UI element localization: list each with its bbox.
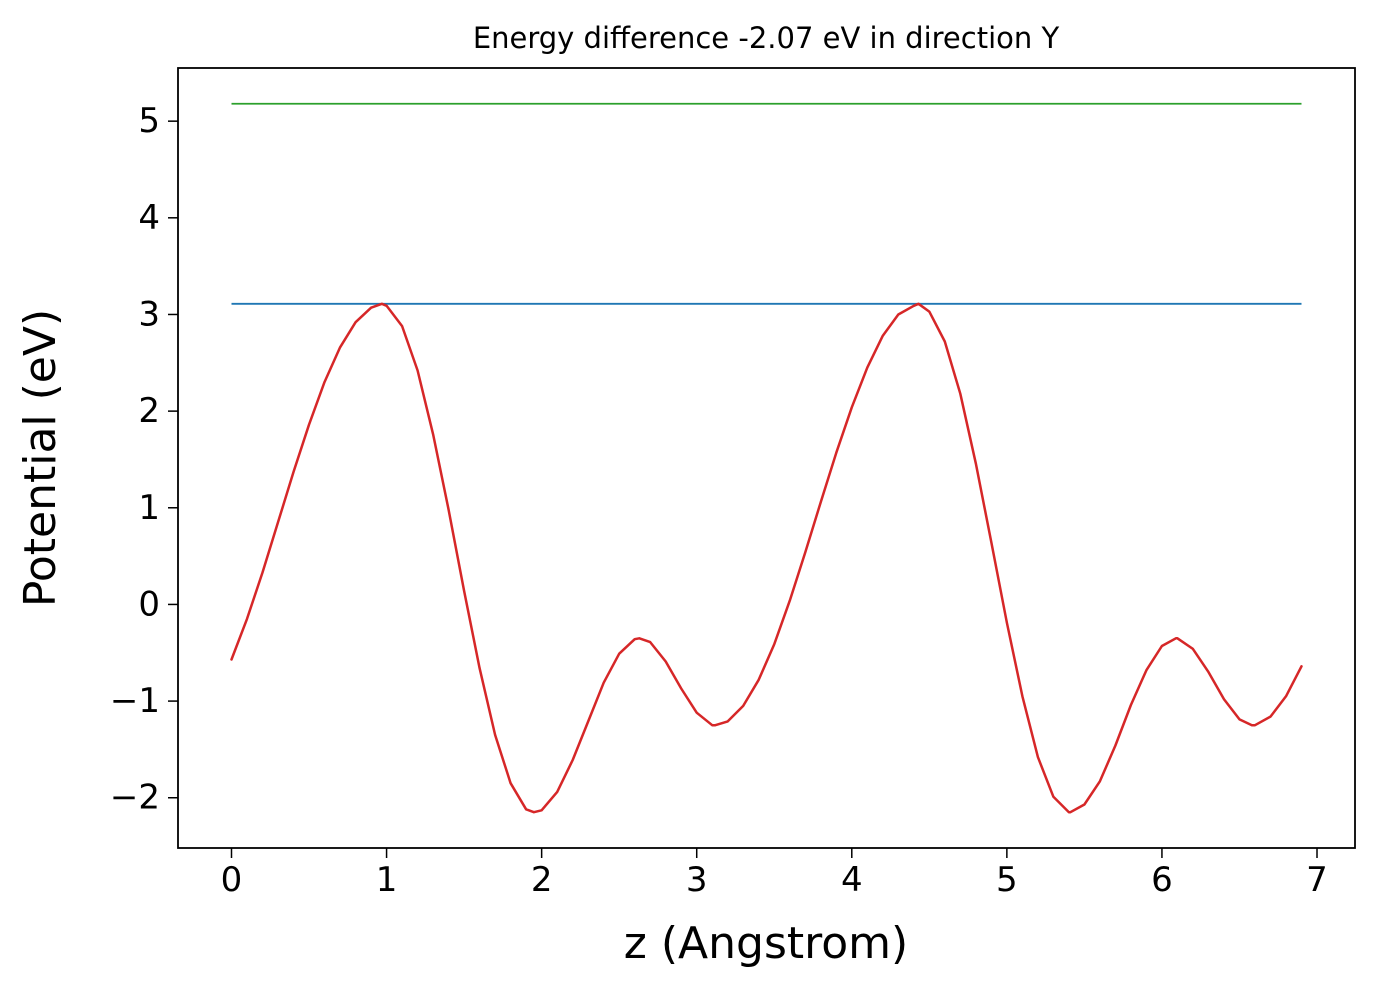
series-planar-averaged-potential [230, 302, 1303, 814]
x-tick-label: 2 [531, 860, 553, 900]
x-axis-label: z (Angstrom) [624, 918, 908, 969]
y-tick-label: 4 [138, 198, 160, 238]
chart-title: Energy difference -2.07 eV in direction … [473, 21, 1060, 55]
plot-border [177, 67, 1356, 849]
y-tick-label: 3 [138, 294, 160, 334]
x-tick-label: 1 [376, 860, 398, 900]
x-tick-label: 3 [686, 860, 708, 900]
y-tick-label: −1 [110, 681, 160, 721]
x-tick-label: 0 [221, 860, 243, 900]
y-axis-label: Potential (eV) [15, 309, 66, 607]
x-tick-label: 7 [1306, 860, 1328, 900]
series-layer [230, 102, 1303, 814]
axes-layer: 0 1 2 3 4 5 6 7 −2 −1 0 1 2 3 4 5 [110, 67, 1356, 900]
y-tick-label: 5 [138, 101, 160, 141]
x-tick-label: 5 [996, 860, 1018, 900]
x-tick-label: 4 [841, 860, 863, 900]
y-tick-label: −2 [110, 778, 160, 818]
y-tick-label: 2 [138, 391, 160, 431]
x-tick-label: 6 [1151, 860, 1173, 900]
y-tick-label: 1 [138, 488, 160, 528]
y-tick-label: 0 [138, 584, 160, 624]
